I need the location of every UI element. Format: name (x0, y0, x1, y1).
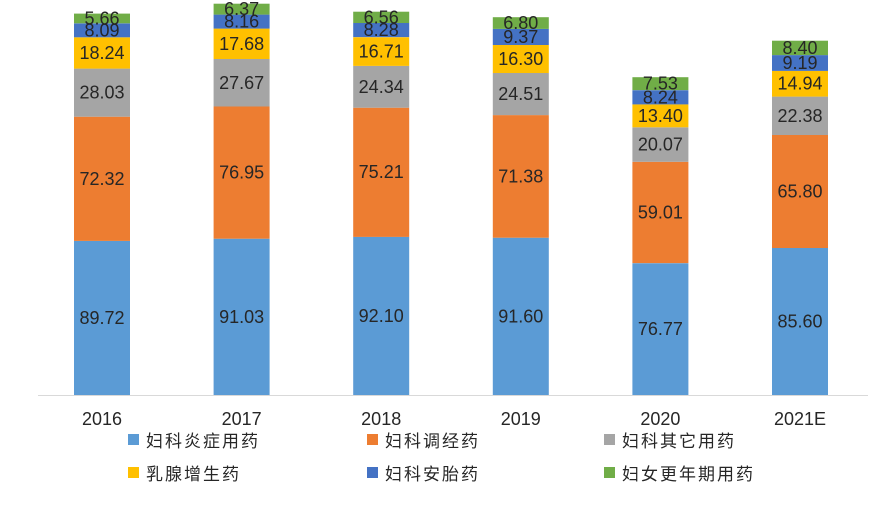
bar-segment-s5-2016 (74, 13, 130, 24)
bar-segment-s1-2020 (632, 161, 689, 264)
data-label-s0-2018: 92.10 (359, 306, 404, 326)
data-label-s2-2020: 20.07 (638, 135, 683, 155)
bar-segment-s4-2016 (74, 23, 130, 38)
data-label-s4-2017: 8.16 (224, 12, 259, 32)
bar-segment-s1-2021E (772, 135, 828, 248)
bar-segment-s5-2018 (353, 11, 410, 23)
bar-segment-s3-2019 (492, 45, 549, 73)
bar-segment-s0-2017 (213, 238, 270, 395)
data-labels-group: 89.72 72.32 28.03 18.24 8.095.66 91.03 76.95 27… (79, 0, 822, 339)
bar-segment-s4-2021E (772, 55, 828, 71)
bar-segment-s4-2020 (632, 90, 689, 105)
data-label-s5-2020: 7.53 (643, 74, 678, 94)
bar-segment-s1-2017 (213, 106, 270, 239)
bar-segment-s0-2016 (74, 240, 130, 395)
bar-segment-s0-2020 (632, 263, 689, 395)
bar-segment-s5-2020 (632, 77, 689, 91)
data-label-s5-2018: 6.56 (364, 7, 399, 27)
bar-segment-s2-2017 (213, 59, 270, 107)
data-label-s2-2018: 24.34 (359, 77, 404, 97)
bars-group (74, 3, 828, 395)
data-label-s1-2016: 72.32 (79, 169, 124, 189)
data-label-s3-2020: 13.40 (638, 106, 683, 126)
bar-segment-s3-2020 (632, 104, 689, 128)
data-label-s2-2016: 28.03 (79, 83, 124, 103)
bar-segment-s4-2019 (492, 28, 549, 45)
data-label-s3-2021E: 14.94 (777, 74, 822, 94)
data-label-s1-2017: 76.95 (219, 163, 264, 183)
data-label-s0-2020: 76.77 (638, 319, 683, 339)
x-tick-label-2020: 2020 (640, 409, 680, 429)
data-label-s0-2019: 91.60 (498, 306, 543, 326)
x-tick-labels-group: 2016 2017 2018 2019 2020 2021E (82, 409, 826, 429)
data-label-s3-2017: 17.68 (219, 34, 264, 54)
data-label-s5-2021E: 8.40 (782, 38, 817, 58)
bar-segment-s3-2018 (353, 37, 410, 66)
data-label-s4-2018: 8.28 (364, 20, 399, 40)
bar-segment-s3-2016 (74, 37, 130, 69)
bar-segment-s5-2017 (213, 3, 270, 15)
data-label-s5-2017: 6.37 (224, 0, 259, 19)
bar-segment-s0-2021E (772, 248, 828, 395)
bar-segment-s5-2021E (772, 40, 828, 56)
data-label-s1-2020: 59.01 (638, 203, 683, 223)
data-label-s5-2019: 6.80 (503, 13, 538, 33)
data-label-s4-2016: 8.09 (84, 20, 119, 40)
x-tick-label-2018: 2018 (361, 409, 401, 429)
data-label-s2-2021E: 22.38 (777, 106, 822, 126)
bar-segment-s0-2018 (353, 236, 410, 395)
bar-segment-s2-2021E (772, 96, 828, 135)
bar-segment-s2-2018 (353, 65, 410, 108)
x-tick-label-2017: 2017 (222, 409, 262, 429)
data-label-s3-2018: 16.71 (359, 42, 404, 62)
bar-segment-s1-2019 (492, 115, 549, 238)
data-label-s4-2019: 9.37 (503, 27, 538, 47)
data-label-s0-2021E: 85.60 (777, 312, 822, 332)
bar-segment-s1-2016 (74, 116, 130, 241)
bar-segment-s3-2021E (772, 70, 828, 97)
data-label-s5-2016: 5.66 (84, 9, 119, 29)
data-label-s0-2017: 91.03 (219, 307, 264, 327)
bar-segment-s2-2020 (632, 127, 689, 162)
bar-segment-s2-2019 (492, 73, 549, 116)
bar-segment-s4-2017 (213, 14, 270, 29)
bar-segment-s4-2018 (353, 22, 410, 38)
data-label-s4-2020: 8.24 (643, 87, 678, 107)
data-label-s3-2019: 16.30 (498, 49, 543, 69)
x-tick-label-2016: 2016 (82, 409, 122, 429)
data-label-s1-2018: 75.21 (359, 162, 404, 182)
data-label-s2-2019: 24.51 (498, 84, 543, 104)
bar-segment-s5-2019 (492, 17, 549, 29)
data-label-s1-2021E: 65.80 (777, 182, 822, 202)
data-label-s1-2019: 71.38 (498, 166, 543, 186)
data-label-s0-2016: 89.72 (79, 308, 124, 328)
data-label-s3-2016: 18.24 (79, 43, 124, 63)
data-label-s4-2021E: 9.19 (782, 53, 817, 73)
bar-segment-s1-2018 (353, 107, 410, 237)
data-label-s2-2017: 27.67 (219, 73, 264, 93)
x-tick-label-2021E: 2021E (774, 409, 826, 429)
bar-segment-s0-2019 (492, 237, 549, 395)
bar-segment-s2-2016 (74, 68, 130, 117)
x-tick-label-2019: 2019 (501, 409, 541, 429)
bar-segment-s3-2017 (213, 28, 270, 59)
